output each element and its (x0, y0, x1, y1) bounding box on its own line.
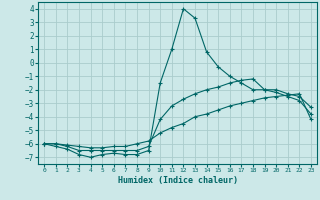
X-axis label: Humidex (Indice chaleur): Humidex (Indice chaleur) (118, 176, 238, 185)
